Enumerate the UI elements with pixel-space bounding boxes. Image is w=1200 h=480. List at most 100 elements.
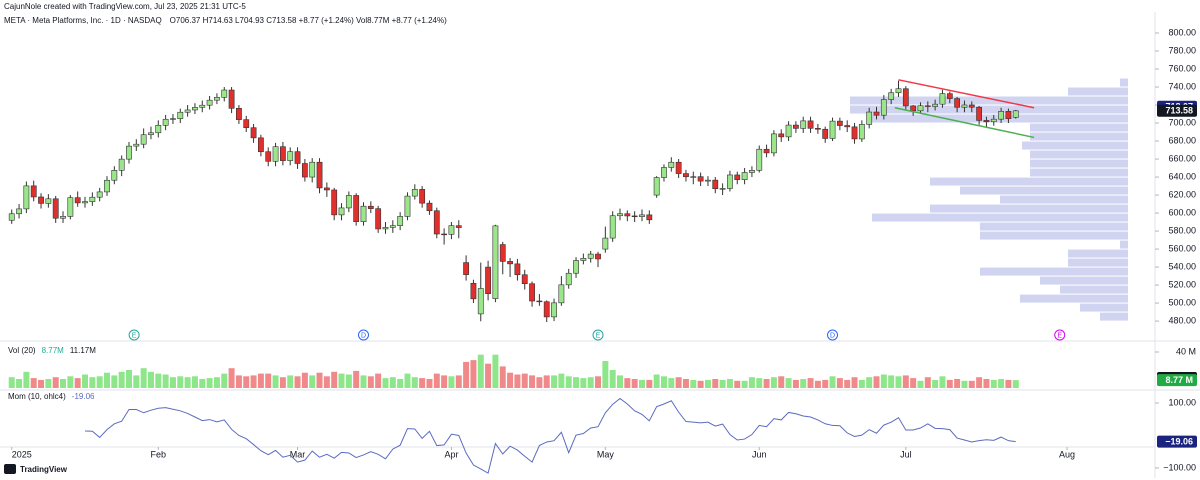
candle-body [463,262,470,275]
candle-body [646,214,653,221]
volume-bar [433,373,440,388]
volume-bar [265,373,272,388]
candle-body [382,227,389,230]
volume-bar [477,354,484,388]
volume-bar [419,378,426,388]
symbol-legend: META · Meta Platforms, Inc. · 1D · NASDA… [4,16,162,25]
volume-bar [617,375,624,388]
volume-bar [257,373,264,388]
candle-body [82,201,88,204]
volume-bar [463,361,470,388]
volume-bar [228,368,235,388]
volume-bar [719,379,726,388]
candle-body [243,119,250,128]
y-tick-label: 800.00 [1168,27,1196,37]
volume-bar [147,371,154,388]
volume-bar [8,377,15,388]
volume-profile-bar [1068,87,1128,96]
volume-bar [441,375,448,388]
candle-body [844,125,851,128]
candle-body [96,191,103,198]
x-tick-label: Jul [900,449,912,459]
y-tick-label: 660.00 [1168,153,1196,163]
candle-body [477,288,484,315]
volume-bar [939,376,946,388]
candle-body [961,104,968,108]
volume-bar [485,363,492,388]
y-tick-label: 640.00 [1168,171,1196,181]
volume-bar [404,373,411,388]
candle-body [514,263,521,276]
volume-profile-bar [1020,294,1128,303]
event-marker [1054,329,1066,341]
volume-bar [389,377,396,388]
volume-profile-bar [850,105,1128,114]
legend-value: -19.06 [72,392,95,401]
volume-bar [814,380,821,388]
y-tick-label: 620.00 [1168,189,1196,199]
candle-body [939,93,946,105]
volume-bar [895,376,902,388]
candle-body [631,215,638,218]
volume-profile-bar [1022,141,1128,150]
volume-bar [360,375,367,388]
volume-profile-bar [980,222,1128,231]
candle-body [162,118,169,126]
candle-body [367,205,374,209]
volume-bar [1005,379,1012,388]
candle-body [60,216,66,219]
volume-bar [624,378,631,388]
volume-bar [191,376,198,388]
logo [4,464,16,474]
y-tick-label: −100.00 [1163,462,1196,472]
candle-body [353,195,360,222]
candle-body [492,225,499,299]
candle-body [888,92,895,100]
candle-body [8,213,15,221]
candle-body [595,253,601,260]
candle-body [653,177,660,196]
volume-bar [565,376,572,388]
candle-body [1012,110,1019,118]
candle-body [499,244,506,262]
volume-bar [704,379,711,388]
volume-profile-bar [1068,258,1128,267]
volume-bar [345,374,352,388]
candle-body [807,120,814,129]
candle-body [829,120,836,139]
volume-bar [660,376,667,388]
volume-bar [748,377,755,388]
candle-body [946,93,953,99]
event-label: E [596,332,601,339]
candle-body [741,172,748,180]
volume-bar [756,378,763,388]
volume-bar [726,379,733,388]
volume-bar [844,379,851,388]
candle-body [778,133,785,138]
volume-legend: Vol (20) [8,346,36,355]
volume-bar [646,379,653,388]
volume-bar [954,379,961,388]
price-badge [1157,374,1197,387]
volume-bar [367,376,374,388]
volume-profile-bar [850,96,1128,105]
x-tick-label: Jun [752,449,767,459]
price-badge-label: 713.58 [1165,106,1193,116]
volume-profile-bar [1030,123,1128,132]
candle-body [52,198,59,219]
volume-bar [426,379,433,388]
credit: CajunNole created with TradingView.com, … [4,2,246,11]
volume-bar [470,360,477,388]
momentum-line [84,397,1016,474]
volume-bar [770,377,777,388]
volume-bar [309,375,316,388]
x-tick-label: 2025 [12,449,32,459]
candle-body [675,161,682,174]
volume-profile-bar [1030,132,1128,141]
event-label: E [132,332,137,339]
candle-body [507,261,513,265]
volume-bar [74,378,81,388]
candle-body [521,274,528,285]
volume-bar [609,370,616,388]
volume-bar [917,380,924,388]
